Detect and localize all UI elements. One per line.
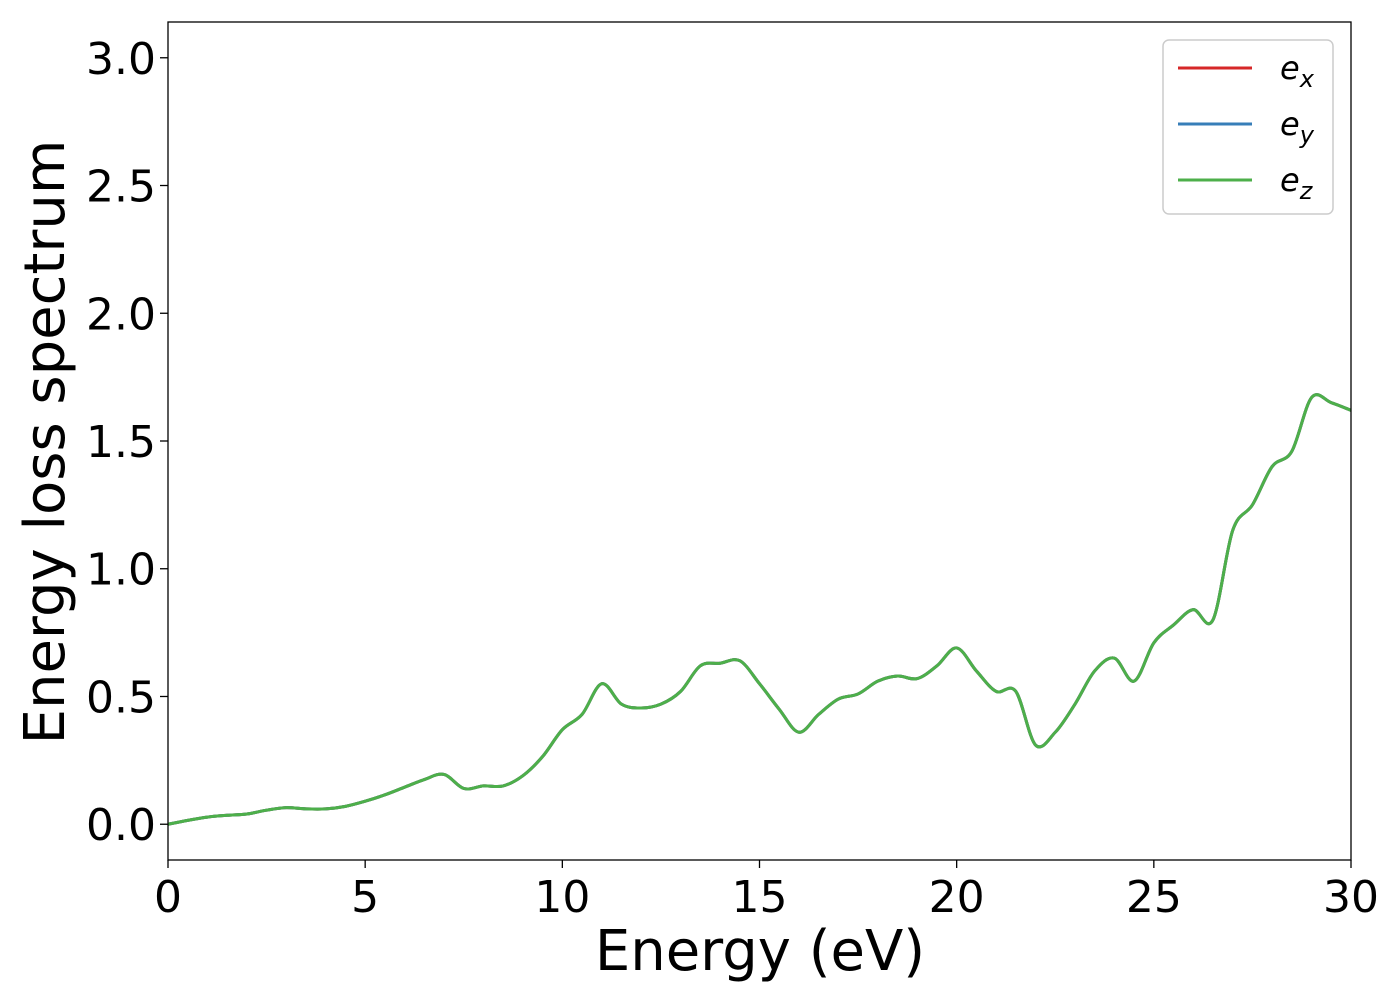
- y-tick-label: 2.0: [86, 289, 156, 340]
- y-tick-label: 1.0: [86, 545, 156, 596]
- x-tick-label: 15: [732, 872, 788, 923]
- series-line-e-x: [168, 393, 1351, 826]
- y-tick-label: 3.0: [86, 34, 156, 85]
- series-group: [168, 393, 1351, 826]
- x-tick-label: 0: [154, 872, 182, 923]
- series-line-e-y: [168, 393, 1351, 826]
- x-tick-label: 5: [351, 872, 379, 923]
- legend-label-y: ey: [1280, 105, 1315, 149]
- x-tick-label: 25: [1126, 872, 1182, 923]
- x-tick-label: 20: [929, 872, 985, 923]
- legend-label-z: ez: [1280, 161, 1314, 205]
- y-tick-label: 0.0: [86, 800, 156, 851]
- legend: ex ey ez: [1162, 39, 1334, 215]
- y-axis-label: Energy loss spectrum: [13, 140, 78, 745]
- x-axis-label: Energy (eV): [595, 919, 925, 984]
- y-tick-label: 1.5: [86, 417, 156, 468]
- axes: 0 5 10 15 20 25 30 0.0 0.5 1.0 1.5 2.0 2.5 3.0: [86, 21, 1379, 923]
- series-line-e-z: [168, 393, 1351, 826]
- legend-frame: [1162, 39, 1334, 215]
- y-tick-label: 0.5: [86, 672, 156, 723]
- y-tick-label: 2.5: [86, 162, 156, 213]
- x-tick-label: 10: [534, 872, 590, 923]
- legend-label-x: ex: [1280, 49, 1315, 93]
- plot-area: [168, 393, 1351, 826]
- x-tick-label: 30: [1323, 872, 1379, 923]
